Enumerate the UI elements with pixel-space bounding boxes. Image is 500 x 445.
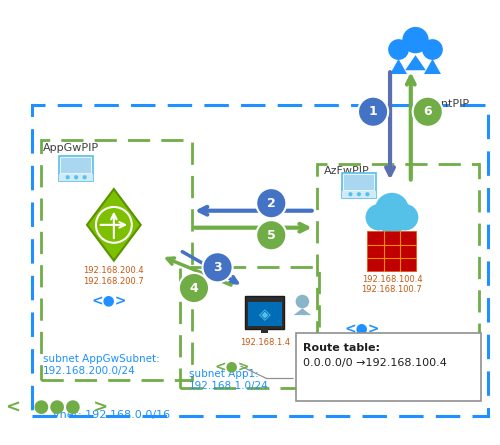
Text: subnet AppGwSubnet:
192.168.200.0/24: subnet AppGwSubnet: 192.168.200.0/24 (43, 354, 160, 376)
Circle shape (380, 214, 403, 236)
Circle shape (366, 192, 370, 196)
Text: 6: 6 (424, 105, 432, 118)
Circle shape (179, 273, 209, 303)
Circle shape (256, 220, 286, 250)
Circle shape (357, 192, 361, 196)
Circle shape (348, 192, 352, 196)
Text: ClientPIP: ClientPIP (420, 100, 470, 109)
Circle shape (296, 295, 309, 308)
FancyBboxPatch shape (296, 333, 480, 401)
Circle shape (388, 39, 409, 60)
FancyBboxPatch shape (59, 174, 93, 181)
Polygon shape (87, 189, 141, 261)
FancyBboxPatch shape (261, 328, 268, 333)
Polygon shape (424, 59, 441, 74)
Circle shape (74, 175, 78, 179)
FancyBboxPatch shape (248, 302, 282, 326)
Circle shape (392, 204, 418, 231)
FancyBboxPatch shape (342, 173, 376, 198)
Circle shape (402, 27, 428, 53)
FancyBboxPatch shape (61, 158, 91, 173)
Text: subnet App1:
192.168.1.0/24: subnet App1: 192.168.1.0/24 (190, 369, 269, 391)
Text: 5: 5 (267, 229, 276, 242)
FancyBboxPatch shape (342, 191, 376, 198)
Circle shape (256, 188, 286, 218)
Text: ◈: ◈ (259, 307, 270, 322)
Polygon shape (294, 308, 311, 315)
Text: <●>: <●> (92, 293, 127, 307)
Text: 0.0.0.0/0 →192.168.100.4: 0.0.0.0/0 →192.168.100.4 (304, 358, 447, 368)
Text: vnet: 192.168.0.0/16: vnet: 192.168.0.0/16 (52, 410, 170, 420)
FancyBboxPatch shape (368, 231, 416, 271)
Text: 1: 1 (368, 105, 378, 118)
Polygon shape (405, 55, 426, 70)
Text: subnet AzureFirewallSubnet:
192.168.100.0/26: subnet AzureFirewallSubnet: 192.168.100.… (318, 333, 468, 355)
Circle shape (412, 97, 443, 127)
FancyBboxPatch shape (59, 156, 93, 181)
Circle shape (82, 175, 86, 179)
Text: <●>: <●> (214, 359, 250, 373)
Text: 2: 2 (267, 197, 276, 210)
Circle shape (66, 175, 70, 179)
FancyBboxPatch shape (245, 296, 284, 328)
Text: AzFwPIP: AzFwPIP (324, 166, 370, 176)
Circle shape (358, 97, 388, 127)
Text: 3: 3 (213, 261, 222, 274)
Circle shape (366, 204, 392, 231)
Text: AppGwPIP: AppGwPIP (43, 143, 100, 153)
Text: 192.168.200.4
192.168.200.7: 192.168.200.4 192.168.200.7 (84, 266, 144, 286)
Text: <  ●●●  >: < ●●● > (6, 398, 108, 416)
Text: 192.168.100.4
192.168.100.7: 192.168.100.4 192.168.100.7 (362, 275, 422, 294)
Text: 192.168.1.4: 192.168.1.4 (240, 338, 290, 347)
Polygon shape (390, 59, 407, 74)
Text: 4: 4 (190, 282, 198, 295)
Circle shape (202, 252, 232, 283)
Circle shape (375, 193, 409, 227)
FancyBboxPatch shape (344, 175, 374, 190)
Text: Route table:: Route table: (304, 343, 380, 353)
Text: <●>: <●> (344, 322, 380, 336)
Circle shape (422, 39, 443, 60)
